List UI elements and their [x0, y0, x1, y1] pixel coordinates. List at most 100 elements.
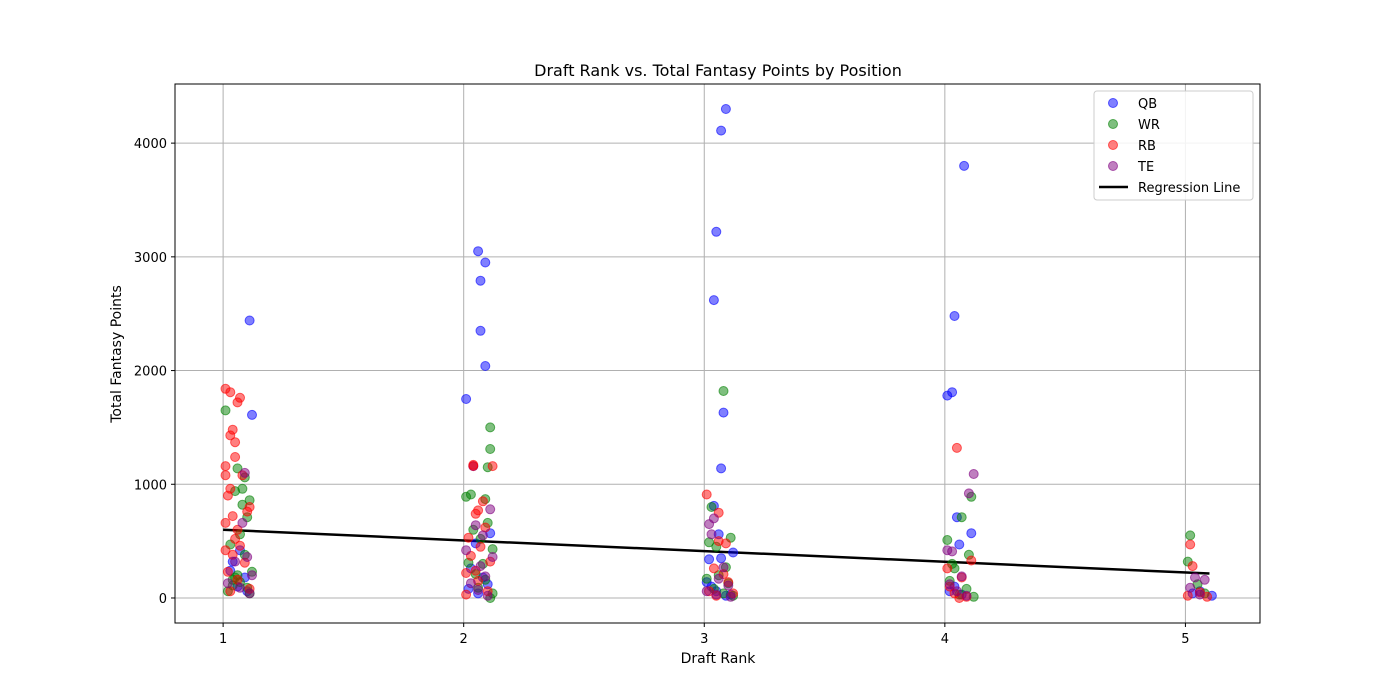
point-te — [1194, 589, 1205, 600]
legend-item-rb: RB — [1108, 139, 1156, 154]
point-rb — [477, 496, 488, 507]
point-wr — [232, 463, 243, 474]
point-rb — [225, 430, 236, 441]
point-te — [1185, 582, 1196, 593]
point-qb — [247, 409, 257, 420]
point-rb — [701, 489, 712, 500]
point-rb — [220, 545, 231, 556]
legend-marker — [1108, 98, 1118, 108]
point-te — [239, 467, 250, 478]
point-qb — [716, 463, 727, 474]
point-qb — [704, 554, 715, 565]
legend-label: WR — [1138, 118, 1160, 133]
point-te — [713, 573, 724, 584]
x-tick-label: 5 — [1181, 632, 1189, 647]
point-te — [956, 571, 967, 582]
point-wr — [220, 405, 231, 416]
legend-label: RB — [1138, 139, 1156, 154]
point-rb — [463, 532, 474, 543]
point-rb — [220, 470, 231, 481]
point-te — [711, 589, 722, 600]
point-rb — [468, 461, 479, 472]
point-wr — [237, 483, 248, 494]
point-qb — [708, 295, 719, 306]
y-axis-label: Total Fantasy Points — [109, 285, 125, 424]
point-wr — [956, 512, 967, 523]
point-wr — [461, 491, 472, 502]
point-te — [475, 561, 486, 572]
point-rb — [220, 517, 231, 528]
legend-marker — [1108, 140, 1118, 150]
point-wr — [485, 422, 496, 433]
series-rb — [220, 383, 1213, 603]
point-wr — [942, 535, 953, 545]
point-qb — [461, 394, 472, 404]
point-te — [963, 488, 974, 499]
series-qb — [225, 104, 1217, 601]
point-wr — [485, 444, 496, 454]
point-rb — [235, 540, 245, 551]
point-te — [487, 552, 498, 562]
point-wr — [701, 573, 712, 584]
point-qb — [473, 246, 484, 257]
legend-item-wr: WR — [1108, 118, 1160, 133]
point-rb — [470, 508, 481, 519]
point-rb — [1185, 539, 1196, 550]
point-rb — [222, 566, 233, 577]
x-tick-label: 2 — [460, 632, 468, 647]
point-qb — [716, 553, 727, 564]
point-te — [706, 529, 717, 540]
point-rb — [708, 563, 719, 574]
point-rb — [230, 533, 241, 544]
point-qb — [718, 407, 729, 418]
point-qb — [954, 539, 965, 550]
point-qb — [711, 226, 722, 237]
legend-item-qb: QB — [1108, 97, 1157, 112]
point-te — [725, 591, 736, 602]
point-te — [951, 586, 962, 597]
point-rb — [720, 538, 731, 549]
point-qb — [966, 528, 977, 539]
point-te — [944, 579, 955, 590]
point-qb — [475, 275, 486, 286]
chart-title: Draft Rank vs. Total Fantasy Points by P… — [534, 61, 902, 80]
point-rb — [232, 397, 243, 408]
series-te — [222, 467, 1210, 602]
point-qb — [480, 257, 491, 268]
point-te — [461, 545, 472, 556]
point-qb — [716, 125, 727, 136]
point-rb — [230, 452, 241, 462]
x-tick-label: 3 — [700, 632, 708, 647]
point-te — [470, 520, 481, 531]
point-rb — [951, 442, 962, 453]
point-te — [235, 582, 245, 593]
legend: QB WR RB TE Regression Line — [1093, 90, 1254, 201]
point-te — [230, 556, 241, 567]
plot-frame — [174, 83, 1261, 624]
point-rb — [242, 506, 253, 517]
point-te — [947, 546, 958, 557]
point-te — [723, 580, 734, 591]
point-te — [244, 588, 255, 599]
point-rb — [966, 555, 977, 566]
y-tick-label: 4000 — [134, 137, 167, 152]
point-te — [242, 552, 253, 562]
point-rb — [225, 387, 236, 398]
point-wr — [718, 386, 729, 396]
point-te — [237, 517, 248, 528]
legend-label: Regression Line — [1138, 181, 1240, 196]
point-rb — [942, 563, 953, 574]
point-te — [701, 586, 712, 597]
point-te — [485, 504, 496, 515]
point-te — [1190, 572, 1200, 583]
legend-marker — [1108, 119, 1118, 129]
y-tick-label: 2000 — [134, 365, 167, 380]
point-te — [968, 469, 979, 479]
point-qb — [959, 160, 970, 171]
point-rb — [461, 589, 472, 600]
point-wr — [1185, 530, 1196, 541]
point-qb — [244, 315, 255, 326]
point-qb — [728, 547, 739, 558]
point-rb — [487, 461, 498, 472]
point-qb — [720, 104, 731, 114]
